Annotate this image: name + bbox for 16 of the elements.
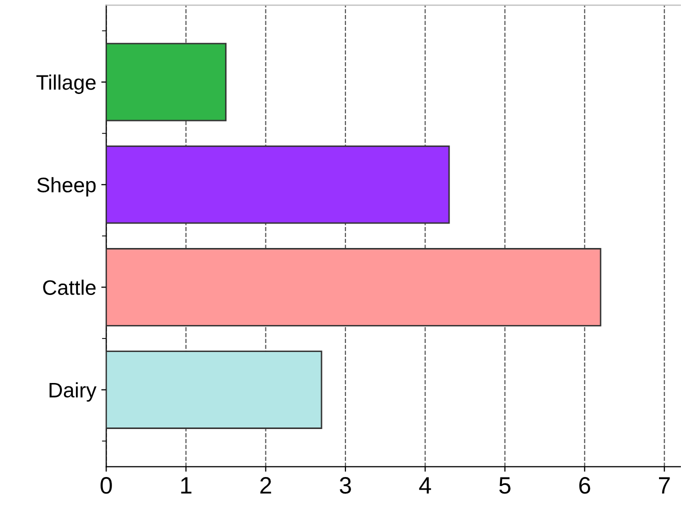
x-tick-label: 5 <box>499 477 510 494</box>
y-tick-label: Tillage <box>36 74 96 94</box>
x-tick-label: 4 <box>419 477 432 494</box>
bar <box>106 145 450 224</box>
bar <box>106 350 322 429</box>
y-tick-label: Cattle <box>43 280 96 295</box>
x-tick-label: 6 <box>579 477 590 494</box>
x-tick-label: 7 <box>659 477 670 494</box>
y-tick-label: Sheep <box>37 177 96 197</box>
x-tick-label: 0 <box>100 477 112 494</box>
x-tick-label: 1 <box>181 477 192 494</box>
x-tick-label: 3 <box>340 477 351 494</box>
bar <box>106 42 227 122</box>
bar <box>106 248 602 326</box>
y-tick-label: Dairy <box>50 382 96 402</box>
x-tick-label: 2 <box>260 477 272 494</box>
